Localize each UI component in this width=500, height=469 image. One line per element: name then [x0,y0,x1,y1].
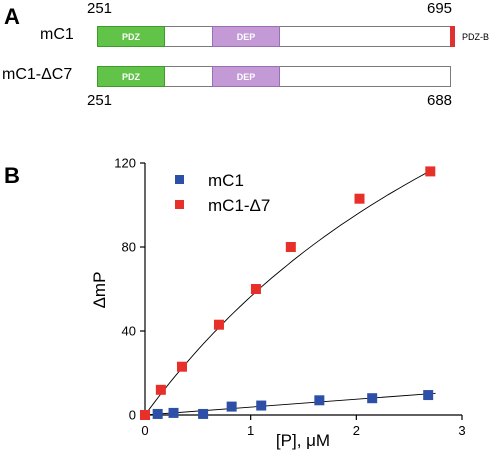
legend-marker-1 [175,200,184,209]
y-tick-label: 120 [114,156,136,171]
data-point-series-1 [425,166,436,177]
mc1-construct-name: mC1 [40,26,74,43]
data-point-series-0 [367,393,378,404]
data-point-series-0 [168,407,179,418]
y-axis-label: ΔmP [90,272,109,309]
fit-curve-1 [144,170,431,416]
data-point-series-0 [423,390,434,401]
x-tick-label: 1 [247,423,254,438]
y-tick-label: 0 [129,408,136,423]
data-point-series-0 [198,408,209,419]
data-point-series-0 [226,401,237,412]
panel-a-letter: A [4,4,20,29]
data-point-series-1 [140,410,150,420]
x-axis-label: [P], μM [276,431,330,450]
mc1-dc7-construct-name: mC1-ΔC7 [2,66,73,83]
x-tick-label: 2 [353,423,360,438]
y-tick-label: 80 [122,240,136,255]
mc1-dc7-start-label: 251 [87,92,113,109]
panel-b-letter: B [4,163,20,188]
legend-label-1: mC1-Δ7 [208,196,270,215]
mc1-pdz-b-label: PDZ-B [462,32,489,42]
data-point-series-1 [285,242,296,252]
data-point-series-0 [152,408,163,419]
axis-ticks: 0 1 2 3 0 40 80 120 [114,156,465,439]
chart-legend: mC1 mC1-Δ7 [175,171,270,215]
mc1-dc7-protein-bar: PDZ DEP [97,66,451,87]
mc1-protein-bar: PDZ DEP [97,26,452,47]
data-point-series-1 [354,193,365,204]
x-tick-label: 3 [458,423,465,438]
data-point-series-1 [155,384,166,395]
fit-curves [144,170,436,416]
fit-curve-0 [144,392,436,416]
data-point-series-1 [176,361,187,372]
mc1-dc7-dep-domain: DEP [212,66,280,87]
mc1-pdz-domain: PDZ [97,26,165,47]
legend-marker-0 [175,175,184,184]
legend-label-0: mC1 [208,171,244,190]
mc1-dep-domain: DEP [212,26,280,47]
mc1-dc7-end-label: 688 [427,92,453,109]
mc1-dc7-pdz-domain: PDZ [97,66,165,87]
x-tick-label: 0 [141,423,148,438]
data-point-series-1 [250,284,261,294]
chart-axes [144,163,462,416]
data-point-series-0 [256,400,267,411]
data-points [140,166,436,420]
y-tick-label: 40 [122,324,136,339]
mc1-pdz-b-motif [450,26,455,47]
data-point-series-0 [314,395,325,406]
mc1-end-label: 695 [427,0,453,17]
data-point-series-1 [213,319,224,330]
mc1-start-label: 251 [87,0,113,17]
